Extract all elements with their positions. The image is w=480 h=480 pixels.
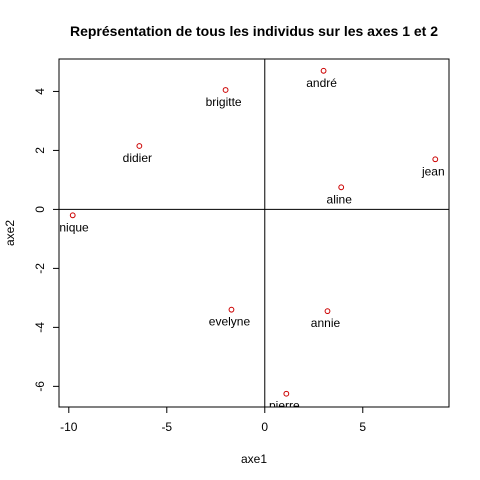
y-tick-label: 4 [33,88,47,95]
x-tick-label: 5 [359,420,366,434]
x-tick-label: -5 [161,420,172,434]
y-axis: -6 -4 -2 0 2 4 [33,88,59,392]
point-label: brigitte [206,95,242,109]
point-label: didier [123,151,152,165]
point-label: evelyne [209,315,251,329]
point-label: annie [311,316,341,330]
point-label: andré [306,76,337,90]
x-axis-label: axe1 [241,452,267,466]
y-tick-label: -6 [33,381,47,392]
data-points: andré brigitte didier jean aline onique evelyn… [53,67,445,413]
y-tick-label: 2 [33,147,47,154]
data-point [338,184,345,191]
y-tick-label: -2 [33,263,47,274]
data-point [283,390,290,397]
reference-lines [59,59,449,407]
x-axis: -10 -5 0 5 [60,407,366,434]
x-tick-label: 0 [261,420,268,434]
y-axis-label: axe2 [3,220,17,246]
y-tick-label: 0 [33,206,47,213]
data-point [228,306,235,313]
data-point [324,308,331,315]
point-label: onique [53,220,89,234]
point-label: jean [421,164,445,178]
plot-frame [58,58,450,408]
data-point [222,87,229,93]
point-label: aline [327,192,353,206]
x-tick-label: -10 [60,420,78,434]
data-point [136,143,143,149]
y-tick-label: -4 [33,322,47,333]
data-point [320,67,327,74]
data-point [69,212,76,219]
point-label: pierre [269,399,300,413]
chart-title: Représentation de tous les individus sur… [70,23,438,39]
data-point [432,156,439,163]
